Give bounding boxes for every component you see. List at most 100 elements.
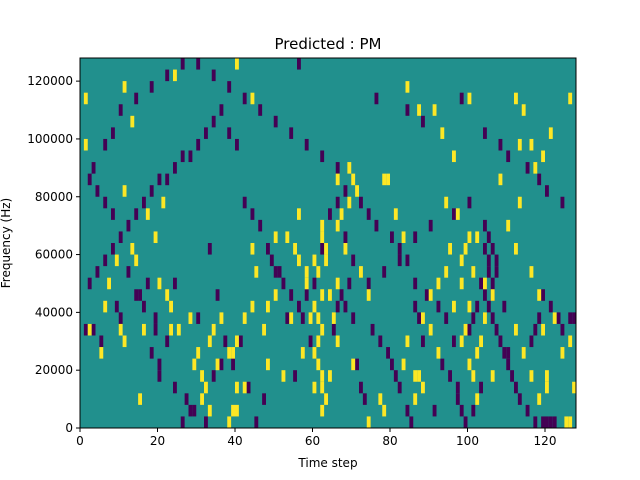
heatmap-cell-low — [506, 150, 511, 163]
x-tick-label: 40 — [227, 434, 242, 448]
heatmap-cell-high — [514, 92, 518, 105]
heatmap-cell-high — [537, 393, 542, 405]
heatmap-cell-high — [200, 393, 204, 405]
heatmap-cell-high — [211, 323, 216, 336]
heatmap-cell-low — [560, 196, 565, 209]
heatmap-cell-low — [490, 277, 495, 290]
heatmap-cell-high — [122, 185, 127, 197]
heatmap-cell-high — [297, 254, 301, 267]
heatmap-cell-low — [452, 335, 456, 348]
heatmap-cell-low — [157, 358, 162, 371]
heatmap-cell-high — [320, 219, 325, 232]
heatmap-cell-low — [343, 185, 348, 197]
heatmap-cell-low — [266, 243, 270, 255]
heatmap-cell-low — [223, 335, 228, 348]
heatmap-cell-low — [486, 254, 491, 267]
heatmap-cell-high — [467, 92, 472, 105]
heatmap-cell-high — [134, 254, 139, 267]
heatmap-cell-low — [339, 289, 344, 301]
heatmap-cell-low — [173, 381, 177, 394]
heatmap-cell-low — [103, 138, 108, 151]
heatmap-cell-high — [533, 162, 538, 174]
heatmap-cell-low — [444, 312, 449, 324]
heatmap-cell-high — [324, 393, 328, 405]
heatmap-cell-high — [440, 127, 445, 139]
heatmap-cell-high — [548, 127, 553, 139]
heatmap-cell-low — [374, 92, 379, 105]
heatmap-cell-low — [149, 81, 154, 93]
heatmap-cell-low — [548, 416, 553, 428]
heatmap-cell-high — [118, 323, 123, 336]
heatmap-cell-high — [250, 92, 255, 105]
heatmap-cell-low — [483, 127, 487, 139]
heatmap-cell-high — [312, 300, 317, 313]
heatmap-cell-low — [196, 312, 201, 324]
heatmap-cell-low — [153, 312, 158, 324]
heatmap-cell-high — [219, 312, 224, 324]
heatmap-cell-high — [320, 404, 325, 417]
x-tick-label: 60 — [305, 434, 320, 448]
heatmap-cell-low — [293, 370, 297, 382]
heatmap-cell-high — [382, 173, 387, 186]
heatmap-cell-high — [401, 358, 406, 371]
heatmap-cell-low — [459, 92, 464, 105]
heatmap-cell-low — [219, 358, 224, 371]
heatmap-cell-high — [157, 277, 162, 290]
heatmap-cell-high — [471, 370, 476, 382]
y-tick-label: 80000 — [35, 190, 73, 204]
heatmap-cell-low — [483, 243, 487, 255]
heatmap-cell-low — [533, 323, 538, 336]
heatmap-cell-high — [572, 381, 576, 394]
heatmap-cell-low — [335, 196, 340, 209]
heatmap-cell-low — [370, 323, 375, 336]
heatmap-cell-low — [343, 231, 348, 243]
heatmap-cell-low — [184, 393, 189, 405]
heatmap-cell-high — [207, 335, 212, 348]
heatmap-cell-low — [498, 138, 503, 151]
heatmap-cell-low — [541, 416, 545, 428]
heatmap-cell-high — [273, 231, 278, 243]
heatmap-cell-high — [165, 289, 170, 301]
heatmap-cell-low — [149, 185, 154, 197]
heatmap-cell-high — [320, 370, 325, 382]
heatmap-cell-low — [405, 254, 410, 267]
heatmap-cell-low — [231, 358, 235, 371]
heatmap-cell-high — [266, 358, 270, 371]
heatmap-cell-low — [568, 312, 573, 324]
heatmap-cell-high — [331, 312, 336, 324]
heatmap-cell-low — [471, 404, 476, 417]
heatmap-cell-high — [421, 312, 425, 324]
heatmap-cell-low — [417, 312, 421, 324]
heatmap-cell-high — [207, 404, 212, 417]
heatmap-cell-low — [506, 358, 511, 371]
heatmap-cell-low — [246, 381, 251, 394]
heatmap-cell-low — [304, 289, 309, 301]
heatmap-cell-low — [196, 58, 201, 70]
x-axis-ticks: 0 20 40 60 80 100 120 — [76, 428, 556, 448]
heatmap-cell-high — [432, 104, 437, 116]
heatmap-cell-high — [471, 266, 476, 278]
heatmap-cell-low — [87, 277, 92, 290]
heatmap-cell-low — [545, 185, 549, 197]
y-tick-label: 40000 — [35, 305, 73, 319]
heatmap-cell-low — [149, 347, 154, 359]
heatmap-cell-high — [196, 347, 201, 359]
heatmap-cell-low — [320, 243, 325, 255]
heatmap-cell-low — [467, 323, 472, 336]
heatmap-cell-low — [103, 196, 108, 209]
heatmap-cell-low — [560, 323, 565, 336]
heatmap-cell-high — [320, 381, 325, 394]
heatmap-cell-high — [83, 138, 88, 151]
y-axis-label: Frequency (Hz) — [0, 198, 13, 289]
heatmap-cell-low — [111, 208, 115, 220]
heatmap-cell-low — [165, 69, 170, 82]
heatmap-cell-high — [479, 335, 483, 348]
heatmap-cell-low — [541, 289, 545, 301]
heatmap-cell-high — [308, 312, 313, 324]
heatmap-cell-high — [452, 300, 456, 313]
heatmap-cell-high — [386, 173, 390, 186]
heatmap-cell-low — [219, 104, 224, 116]
heatmap-cell-high — [444, 266, 449, 278]
heatmap-cell-high — [405, 335, 410, 348]
heatmap-cell-low — [452, 208, 456, 220]
